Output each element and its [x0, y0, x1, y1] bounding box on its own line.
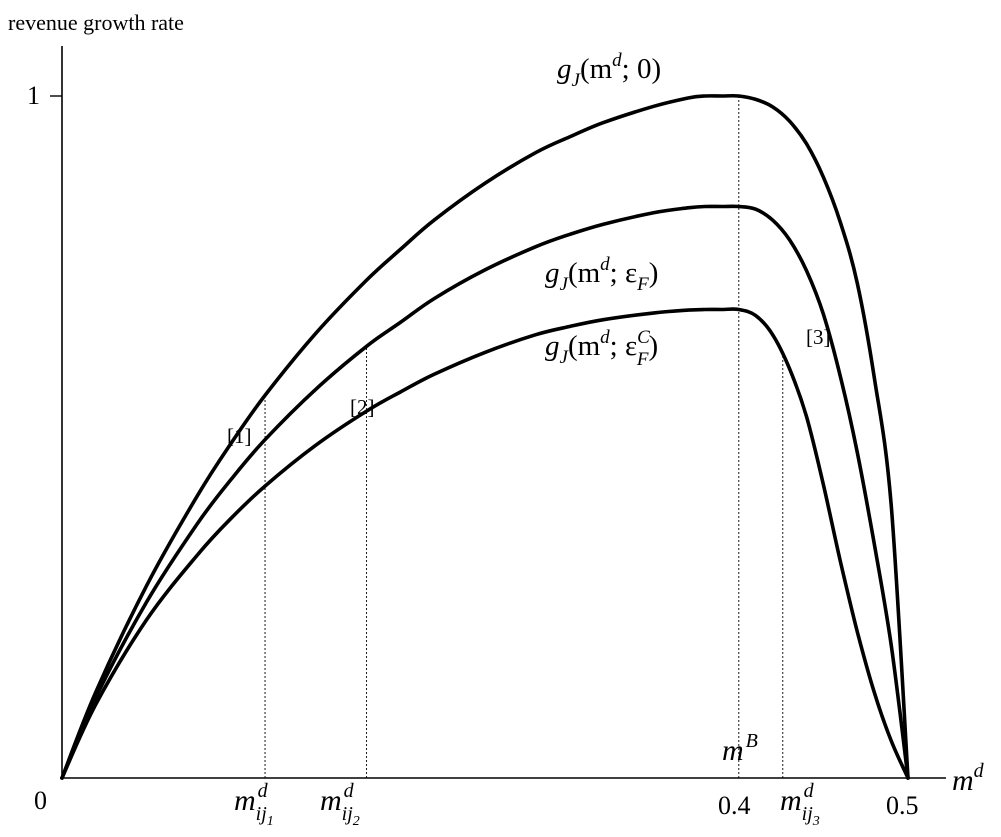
- curve-label-1-base: g: [557, 53, 572, 85]
- curve-label-3-open: (m: [568, 330, 601, 362]
- curve-label-3-close: ): [648, 330, 658, 362]
- curve-label-3-base: g: [545, 330, 560, 362]
- axis-label-mij1-base: m: [234, 784, 256, 817]
- curve-label-1-open: (m: [580, 53, 613, 85]
- axis-label-mij2-subsub: 2: [353, 814, 360, 829]
- curve-label-3-argsup: C: [637, 327, 650, 348]
- axis-label-mij1-subsub: 1: [267, 814, 274, 829]
- curve-label-2-sub: J: [560, 274, 570, 295]
- curve-label-1-arg: ; 0): [622, 53, 661, 85]
- curve-label-2-argsub: F: [636, 274, 649, 295]
- series-line-3: [60, 307, 910, 780]
- axis-label-mij3-sup: d: [804, 780, 815, 802]
- curve-label-2: gJ(md; εF): [545, 254, 658, 295]
- x-axis-label-base: m: [952, 764, 974, 797]
- curve-label-1: gJ(md; 0): [557, 50, 661, 91]
- point-label-3: [3]: [806, 325, 831, 349]
- x-axis-label-sup: d: [974, 760, 985, 782]
- axis-label-mij2-base: m: [320, 784, 342, 817]
- curve-label-3-sub: J: [560, 347, 570, 368]
- curve-label-3-argsub: F: [636, 349, 649, 370]
- point-label-1: [1]: [227, 424, 252, 448]
- curve-label-3-arg: ; ε: [610, 330, 638, 362]
- axis-label-mij3: m d ij3: [780, 780, 820, 829]
- axes: [50, 46, 946, 779]
- axis-label-mij3-subsub: 3: [812, 814, 820, 829]
- x-tick-label-0.4: 0.4: [718, 791, 751, 820]
- origin-label: 0: [34, 786, 47, 815]
- series-line-1: [60, 93, 910, 780]
- y-tick-label-1: 1: [27, 81, 40, 110]
- curve-label-2-base: g: [545, 257, 560, 289]
- axis-label-mij2: m d ij2: [320, 780, 360, 829]
- curve-label-2-open: (m: [568, 257, 601, 289]
- guide-lines: [264, 96, 784, 778]
- series-line-2: [60, 204, 910, 780]
- axis-label-mij1-sup: d: [258, 780, 269, 802]
- curve-label-3: gJ(md; εC F): [545, 327, 658, 370]
- curve-label-3-sup: d: [600, 327, 610, 348]
- axis-label-mij1-sub: ij: [256, 803, 268, 825]
- axis-label-mij3-base: m: [780, 784, 802, 817]
- series-group: [60, 93, 910, 780]
- curve-label-2-close: ): [649, 257, 659, 289]
- x-tick-label-0.5: 0.5: [886, 791, 919, 820]
- x-axis-label: md: [952, 760, 985, 797]
- axis-label-mij2-sup: d: [344, 780, 355, 802]
- y-axis-label: revenue growth rate: [8, 10, 184, 35]
- curve-label-2-arg: ; ε: [610, 257, 638, 289]
- curve-label-1-sup: d: [612, 50, 622, 71]
- axis-label-mij3-sub: ij: [802, 803, 814, 825]
- curve-label-1-sub: J: [572, 70, 582, 91]
- point-label-2: [2]: [350, 395, 375, 419]
- curve-label-2-sup: d: [600, 254, 610, 275]
- axis-label-mB-sup: B: [746, 730, 758, 752]
- axis-label-mB-base: m: [722, 734, 744, 767]
- axis-label-mij1: m d ij1: [234, 780, 274, 829]
- axis-label-mij2-sub: ij: [342, 803, 354, 825]
